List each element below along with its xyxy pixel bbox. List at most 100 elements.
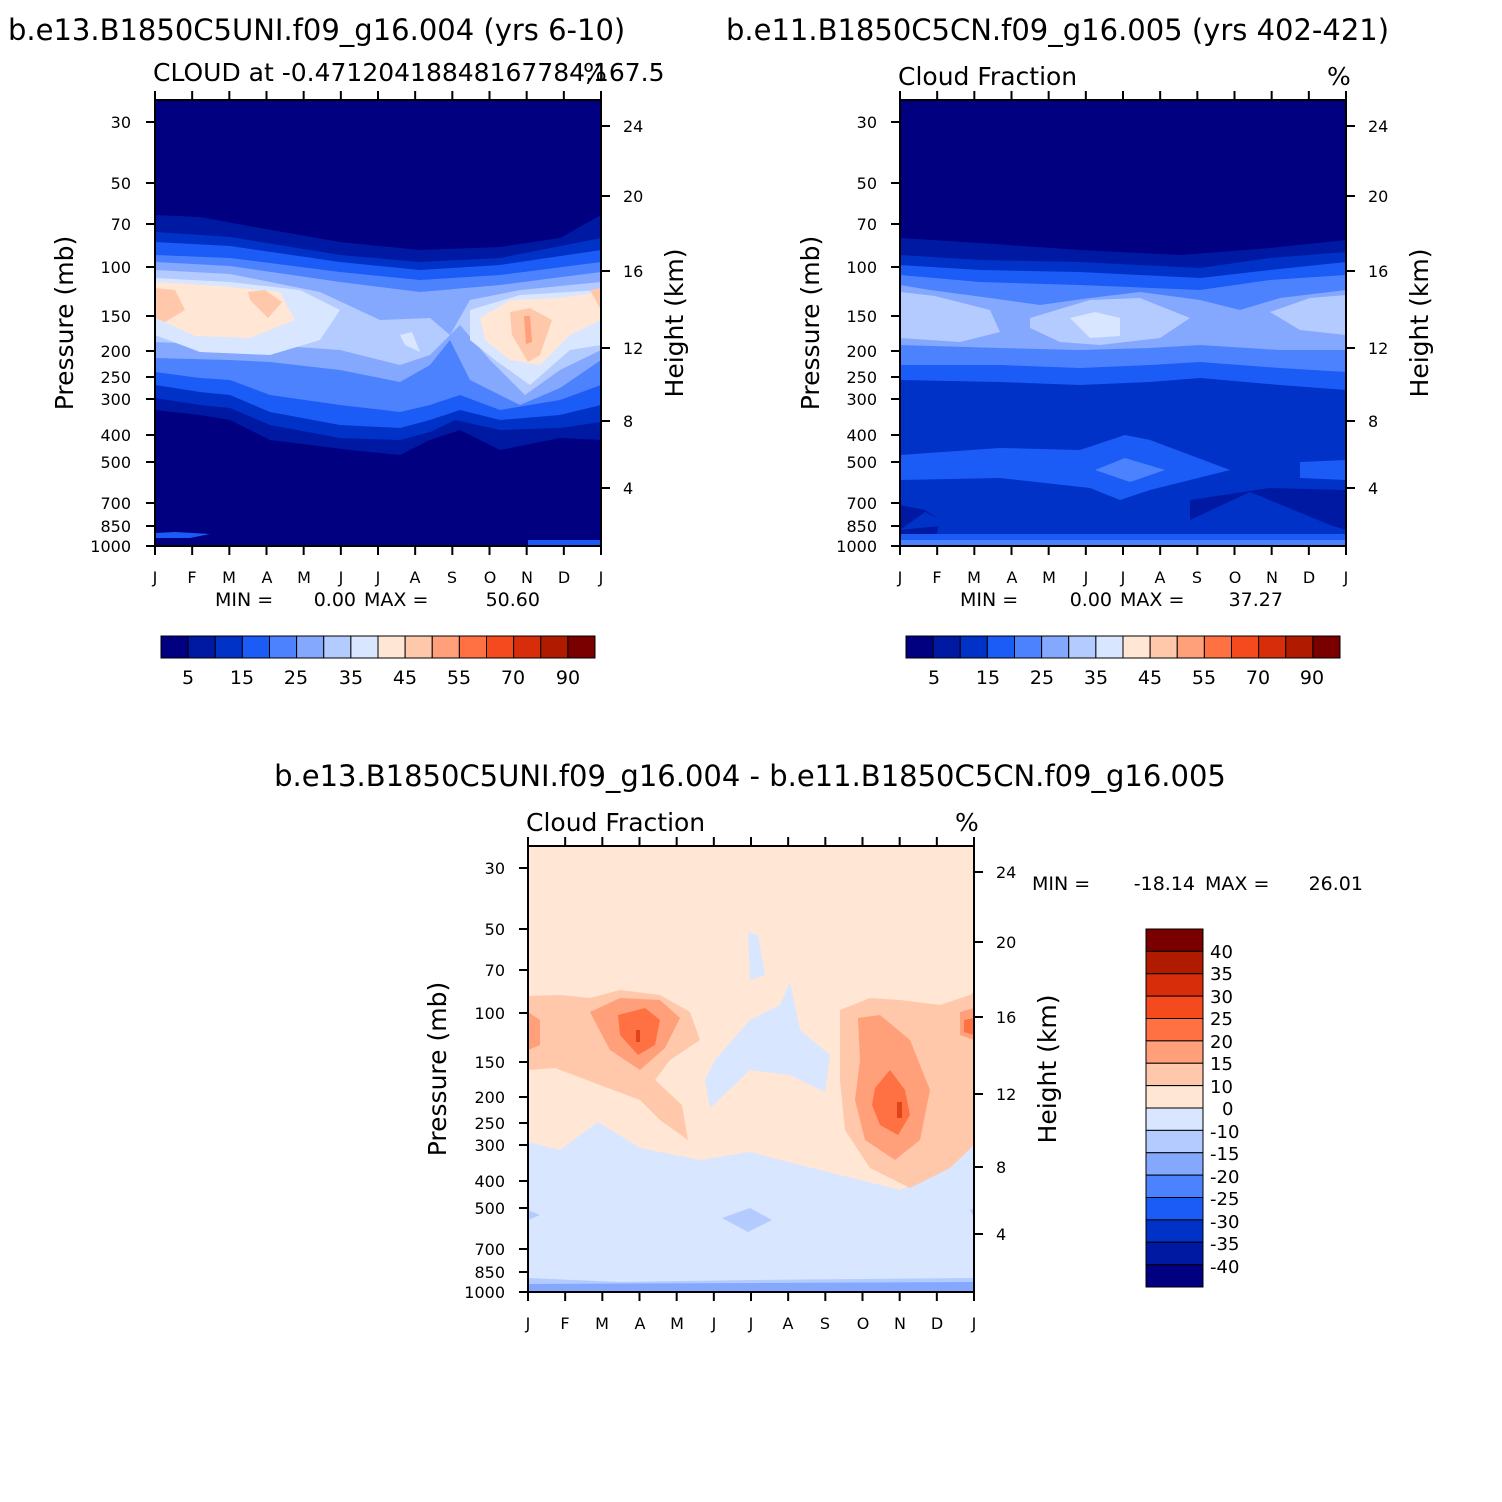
panel-1-x-tick-label: J [598, 568, 604, 587]
panel-2-x-tick-label: J [1343, 568, 1349, 587]
panel-2-y-tick-label: 70 [857, 215, 877, 234]
panel-1-y-tick-label: 150 [100, 307, 131, 326]
panel-3-colorbar-label: -15 [1210, 1144, 1239, 1165]
panel-2-max-value: 37.27 [1229, 589, 1283, 611]
panel-3-subtitle: Cloud Fraction [526, 808, 705, 837]
panel-2-contour-band [900, 292, 1346, 345]
panel-2-contour-band [1070, 312, 1120, 338]
panel-1-y-tick-label: 300 [100, 390, 131, 409]
panel-3-y-tick-label: 1000 [464, 1283, 505, 1302]
panel-1-max-value: 50.60 [486, 589, 540, 611]
panel-1-y-tick-label: 850 [100, 517, 131, 536]
panel-1-colorbar-swatch [486, 635, 515, 659]
panel-3-y-right-tick-label: 8 [996, 1158, 1006, 1177]
panel-1-x-tick-label: J [152, 568, 158, 587]
panel-1-y-tick-label: 70 [111, 215, 131, 234]
panel-3-units: % [955, 808, 979, 837]
panel-1-y-tick-label: 50 [111, 174, 131, 193]
panel-3-colorbar-label: -40 [1210, 1257, 1239, 1278]
panel-1-colorbar-swatch [458, 635, 487, 659]
panel-3-x-tick-label: J [711, 1314, 717, 1333]
panel-2-colorbar-swatch [1285, 635, 1314, 659]
panel-2-colorbar [905, 635, 1341, 659]
panel-3-colorbar-label: -30 [1210, 1212, 1239, 1233]
panel-3-colorbar-swatch [1145, 1062, 1204, 1087]
panel-1-colorbar-swatch [540, 635, 569, 659]
panel-3-colorbar-label: -25 [1210, 1189, 1239, 1210]
panel-1-x-tick-label: D [558, 568, 570, 587]
panel-3-x-tick-label: J [971, 1314, 977, 1333]
panel-2-x-tick-label: D [1303, 568, 1315, 587]
panel-1-y-tick-label: 200 [100, 342, 131, 361]
panel-2-y-axis-label: Pressure (mb) [796, 236, 825, 410]
panel-2-y-tick-label: 100 [846, 258, 877, 277]
panel-1-x-tick-label: M [297, 568, 311, 587]
panel-3-colorbar-label: 0 [1222, 1099, 1233, 1120]
panel-2-colorbar-swatch [1258, 635, 1287, 659]
panel-2-colorbar-swatch [1014, 635, 1043, 659]
panel-2-y-right-tick-label: 4 [1368, 479, 1378, 498]
panel-1-subtitle: CLOUD at -0.47120418848167784,167.5 [153, 58, 665, 87]
panel-3-x-tick-label: D [931, 1314, 943, 1333]
panel-2-min-value: 0.00 [1070, 589, 1112, 611]
panel-1-colorbar-swatch [404, 635, 433, 659]
panel-3-colorbar-swatch [1145, 1241, 1204, 1266]
panel-2-colorbar-swatch [1122, 635, 1151, 659]
panel-3-y-tick-label: 500 [474, 1199, 505, 1218]
panel-3-y-tick-label: 400 [474, 1172, 505, 1191]
panel-1-colorbar-swatch [160, 635, 189, 659]
panel-2-x-tick-label: A [1155, 568, 1166, 587]
panel-1-colorbar-swatch [513, 635, 542, 659]
panel-3-colorbar-swatch [1145, 1040, 1204, 1064]
panel-1-units: % [583, 58, 607, 87]
panel-1-x-tick-label: O [484, 568, 497, 587]
panel-2-colorbar-label: 5 [928, 667, 940, 689]
panel-3-colorbar-swatch [1145, 1219, 1204, 1243]
panel-2-y-right-tick-label: 20 [1368, 187, 1388, 206]
panel-1-colorbar-swatch [296, 635, 325, 659]
panel-2-y-tick-label: 700 [846, 494, 877, 513]
panel-1-x-tick-label: A [262, 568, 273, 587]
panel-3-y-tick-label: 70 [485, 961, 505, 980]
panel-2-colorbar-swatch [1203, 635, 1232, 659]
panel-1-y-right-tick-label: 4 [623, 479, 633, 498]
panel-3-y-right-tick-label: 4 [996, 1225, 1006, 1244]
panel-2-y-tick-label: 30 [857, 113, 877, 132]
panel-3-colorbar-swatch [1145, 928, 1204, 952]
panel-2-colorbar-swatch [959, 635, 988, 659]
panel-1: b.e13.B1850C5UNI.f09_g16.004 (yrs 6-10) … [8, 13, 689, 689]
panel-3-title: b.e13.B1850C5UNI.f09_g16.004 - b.e11.B18… [274, 759, 1226, 793]
panel-2-y-tick-label: 250 [846, 368, 877, 387]
panel-3: b.e13.B1850C5UNI.f09_g16.004 - b.e11.B18… [274, 759, 1363, 1333]
panel-2-x-tick-label: J [1083, 568, 1089, 587]
panel-3-y-tick-label: 200 [474, 1088, 505, 1107]
panel-2-x-tick-label: A [1007, 568, 1018, 587]
panel-1-y-right-axis-label: Height (km) [660, 249, 689, 398]
panel-3-y-tick-label: 100 [474, 1004, 505, 1023]
panel-1-colorbar-label: 90 [556, 667, 580, 689]
panel-3-contour-band [618, 1008, 974, 1135]
panel-3-min-label: MIN = [1032, 873, 1090, 895]
panel-2-colorbar-label: 55 [1192, 667, 1216, 689]
panel-3-colorbar-swatch [1145, 1152, 1204, 1176]
panel-1-y-right-tick-label: 8 [623, 412, 633, 431]
panel-3-y-right-tick-label: 16 [996, 1008, 1016, 1027]
panel-3-min-value: -18.14 [1134, 873, 1195, 895]
panel-1-colorbar-swatch [241, 635, 270, 659]
panel-1-colorbar-label: 5 [182, 667, 194, 689]
panel-2-colorbar-swatch [986, 635, 1015, 659]
panel-3-colorbar-label: 20 [1210, 1032, 1233, 1053]
panel-3-colorbar-swatch [1145, 1174, 1204, 1198]
panel-3-max-label: MAX = [1205, 873, 1269, 895]
panel-1-colorbar-swatch [431, 635, 460, 659]
panel-3-colorbar-swatch [1145, 1197, 1204, 1221]
panel-1-min-value: 0.00 [314, 589, 356, 611]
panel-1-x-tick-label: J [338, 568, 344, 587]
panel-2-colorbar-swatch [905, 635, 934, 659]
panel-1-x-ticks [146, 91, 610, 555]
panel-1-y-tick-label: 30 [111, 113, 131, 132]
panel-2-colorbar-swatch [1149, 635, 1178, 659]
panel-2-y-right-tick-label: 12 [1368, 339, 1388, 358]
panel-3-x-tick-label: O [857, 1314, 870, 1333]
panel-2-colorbar-label: 45 [1138, 667, 1162, 689]
